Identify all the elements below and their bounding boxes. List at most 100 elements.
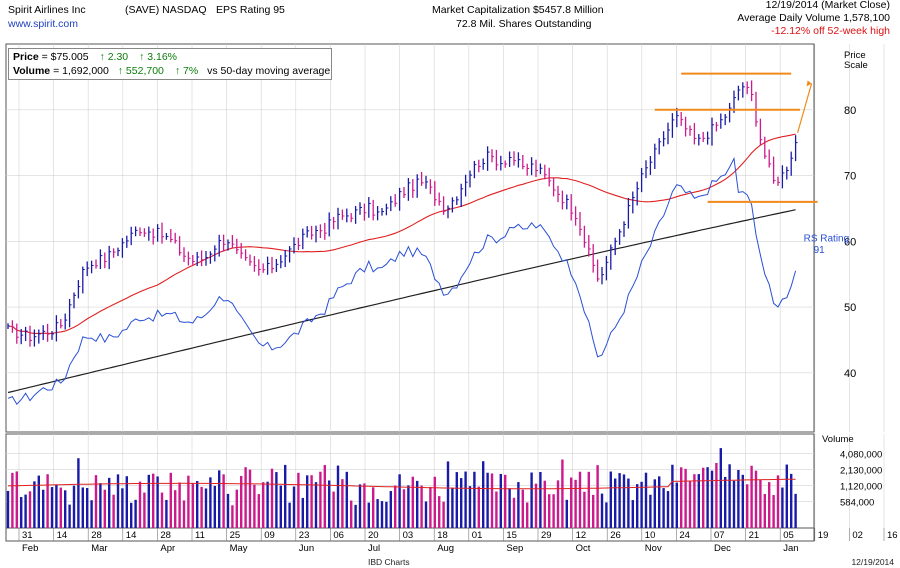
volume-bar <box>367 502 370 528</box>
volume-tick-label: 4,080,000 <box>840 450 882 461</box>
x-tick-label: 20 <box>368 530 379 541</box>
volume-tick-label: 1,120,000 <box>840 481 882 492</box>
volume-bar <box>636 484 639 528</box>
volume-bar <box>570 477 573 528</box>
date-status: 12/19/2014 (Market Close) <box>765 0 890 11</box>
x-tick-label: 14 <box>126 530 137 541</box>
website-link[interactable]: www.spirit.com <box>8 18 79 30</box>
volume-bar <box>138 481 142 528</box>
volume-bar <box>728 464 731 528</box>
volume-bar <box>759 479 762 528</box>
market-cap: Market Capitalization $5457.8 Million <box>432 4 604 16</box>
volume-bar <box>482 461 485 528</box>
volume-bar <box>341 479 344 528</box>
x-tick-label: 23 <box>299 530 310 541</box>
price-tick-label: 60 <box>844 236 856 248</box>
volume-bar <box>530 472 533 528</box>
x-tick-label: 02 <box>852 530 863 541</box>
volume-bar <box>240 475 243 528</box>
volume-bar <box>358 484 362 528</box>
volume-label: Volume <box>13 65 51 77</box>
volume-bar <box>618 473 621 528</box>
volume-bar <box>776 475 780 528</box>
month-label: Jun <box>299 543 314 554</box>
volume-bar <box>389 491 392 528</box>
volume-bar <box>213 485 216 528</box>
price-axis-title: Price <box>844 50 866 61</box>
volume-bar <box>147 474 150 528</box>
volume-bar <box>578 471 582 528</box>
volume-bar <box>99 483 102 528</box>
volume-bar <box>77 458 80 528</box>
price-change-pct: ↑ 3.16% <box>139 51 178 63</box>
volume-bar <box>627 478 630 528</box>
x-tick-label: 10 <box>645 530 656 541</box>
volume-bar <box>59 487 62 528</box>
month-label: Oct <box>576 543 591 554</box>
volume-bar <box>420 485 423 528</box>
volume-bar <box>416 480 419 528</box>
volume-bar <box>156 476 159 528</box>
price-tick-label: 70 <box>844 171 856 183</box>
volume-bar <box>754 470 758 528</box>
volume-bar <box>121 488 124 528</box>
volume-bar <box>134 499 137 528</box>
volume-tick-label: 584,000 <box>840 498 874 509</box>
volume-bar <box>204 488 208 528</box>
shares-outstanding: 72.8 Mil. Shares Outstanding <box>456 18 592 30</box>
volume-bar <box>543 480 546 528</box>
date-axis-panel <box>5 527 815 542</box>
volume-bar <box>314 482 318 528</box>
x-tick-label: 19 <box>818 530 829 541</box>
volume-bar <box>323 465 326 528</box>
price-axis-title-line2: Scale <box>844 60 868 71</box>
price-tick-label: 50 <box>844 302 856 314</box>
volume-bar <box>372 487 375 528</box>
volume-bar <box>512 497 516 528</box>
volume-bar <box>763 493 766 528</box>
volume-bar <box>526 502 529 528</box>
volume-bar <box>622 474 626 528</box>
volume-bar <box>768 482 771 528</box>
volume-bar <box>292 486 296 528</box>
volume-bar <box>666 491 670 528</box>
volume-bar <box>288 502 291 528</box>
price-tick-label: 80 <box>844 105 856 117</box>
month-label: Jul <box>368 543 380 554</box>
moving-average-200-day <box>7 209 796 394</box>
price-volume-legend: Price = $75.005 ↑ 2.30 ↑ 3.16% Volume = … <box>8 48 332 80</box>
volume-bar <box>600 493 604 528</box>
volume-bar <box>319 471 322 528</box>
month-label: Dec <box>714 543 731 554</box>
volume-bar <box>477 486 480 528</box>
price-panel <box>5 43 815 433</box>
volume-bar <box>306 475 309 528</box>
volume-bar <box>284 464 287 528</box>
volume-bar <box>521 489 524 528</box>
volume-bar <box>772 495 775 528</box>
price-tick-label: 40 <box>844 368 856 380</box>
volume-bar <box>354 504 357 528</box>
ticker-symbol: (SAVE) NASDAQ <box>125 4 207 16</box>
volume-bar <box>794 493 797 528</box>
volume-bar <box>394 485 397 528</box>
volume-bar <box>160 492 164 528</box>
volume-bar <box>741 474 744 528</box>
volume-bar <box>499 473 502 528</box>
x-tick-label: 11 <box>195 530 205 541</box>
volume-bar <box>451 487 454 528</box>
footer-source: IBD Charts <box>368 557 410 567</box>
volume-bar <box>746 484 749 528</box>
rs-rating-value: 91 <box>814 245 826 256</box>
volume-bar <box>178 482 181 528</box>
volume-bar <box>592 494 595 528</box>
company-name: Spirit Airlines Inc <box>8 4 86 16</box>
volume-bar <box>464 471 467 528</box>
volume-bar <box>680 467 683 528</box>
volume-bar <box>350 500 353 528</box>
volume-bar <box>253 484 256 528</box>
volume-bar <box>565 499 568 528</box>
volume-bar <box>275 472 278 528</box>
volume-bar <box>182 500 186 528</box>
